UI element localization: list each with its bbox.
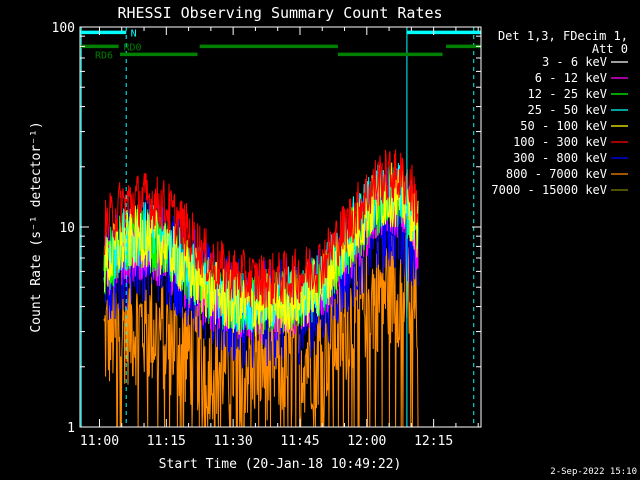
series-100-300-kev [103,149,419,309]
legend-header: Det 1,3, FDecim 1, [498,29,628,43]
data-layer [103,149,419,427]
legend-label: 800 - 7000 keV [506,167,607,181]
x-tick-label: 11:45 [280,434,319,449]
chart-title: RHESSI Observing Summary Count Rates [117,4,442,22]
x-tick-label: 11:15 [147,434,186,449]
legend-label: 100 - 300 keV [513,135,607,149]
legend-label: 6 - 12 keV [535,71,607,85]
x-tick-label: 12:00 [347,434,386,449]
legend-label: 7000 - 15000 keV [491,183,607,197]
legend-label: 12 - 25 keV [528,87,607,101]
legend-label: 25 - 50 keV [528,103,607,117]
y-tick-label: 100 [52,21,75,36]
axis-layer: 11:00 11:15 11:30 11:45 12:00 12:15 1 10 100 [52,21,481,449]
x-axis-label: Start Time (20-Jan-18 10:49:22) [159,457,402,472]
x-tick-label: 12:15 [414,434,453,449]
legend-label: 50 - 100 keV [520,119,607,133]
legend-header: Att 0 [592,42,628,56]
series-50-100-kev [103,162,419,337]
flag-label-rd0: RD0 [124,42,142,53]
y-tick-label: 1 [67,421,75,436]
x-tick-label: 11:00 [80,434,119,449]
timestamp: 2-Sep-2022 15:10 [550,467,637,477]
x-tick-label: 11:30 [214,434,253,449]
flag-label-n: N [131,28,137,39]
y-tick-label: 10 [59,221,75,236]
legend-label: 300 - 800 keV [513,151,607,165]
legend-label: 3 - 6 keV [542,55,607,69]
flag-label-rd6: RD6 [95,50,113,61]
legend: Det 1,3, FDecim 1,Att 03 - 6 keV 6 - 12 k… [491,29,628,197]
y-axis-label: Count Rate (s⁻¹ detector⁻¹) [29,121,44,332]
series-800-7000-kev [103,233,419,427]
